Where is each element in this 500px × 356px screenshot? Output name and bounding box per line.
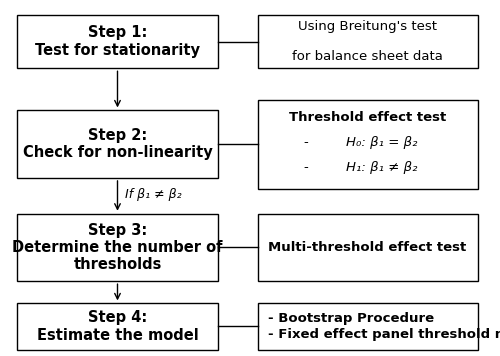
- Bar: [18, 15, 218, 68]
- Text: Multi-threshold effect test: Multi-threshold effect test: [268, 241, 466, 254]
- Text: Step 3:
Determine the number of
thresholds: Step 3: Determine the number of threshol…: [12, 222, 223, 272]
- Bar: [18, 110, 218, 178]
- Text: - Bootstrap Procedure: - Bootstrap Procedure: [268, 312, 434, 325]
- Bar: [18, 303, 218, 350]
- Text: Step 4:
Estimate the model: Step 4: Estimate the model: [36, 310, 198, 343]
- Text: If β₁ ≠ β₂: If β₁ ≠ β₂: [125, 188, 182, 200]
- Bar: [258, 303, 478, 350]
- Text: -: -: [304, 136, 308, 149]
- Bar: [18, 214, 218, 281]
- Bar: [258, 214, 478, 281]
- Text: H₀: β₁ = β₂: H₀: β₁ = β₂: [346, 136, 417, 149]
- Bar: [258, 15, 478, 68]
- Bar: [258, 100, 478, 189]
- Text: Step 1:
Test for stationarity: Step 1: Test for stationarity: [35, 25, 200, 58]
- Text: Threshold effect test: Threshold effect test: [289, 111, 446, 124]
- Text: -: -: [304, 161, 308, 174]
- Text: - Fixed effect panel threshold model: - Fixed effect panel threshold model: [268, 328, 500, 341]
- Text: Using Breitung's test

for balance sheet data: Using Breitung's test for balance sheet …: [292, 20, 443, 63]
- Text: H₁: β₁ ≠ β₂: H₁: β₁ ≠ β₂: [346, 161, 417, 174]
- Text: Step 2:
Check for non-linearity: Step 2: Check for non-linearity: [22, 128, 212, 161]
